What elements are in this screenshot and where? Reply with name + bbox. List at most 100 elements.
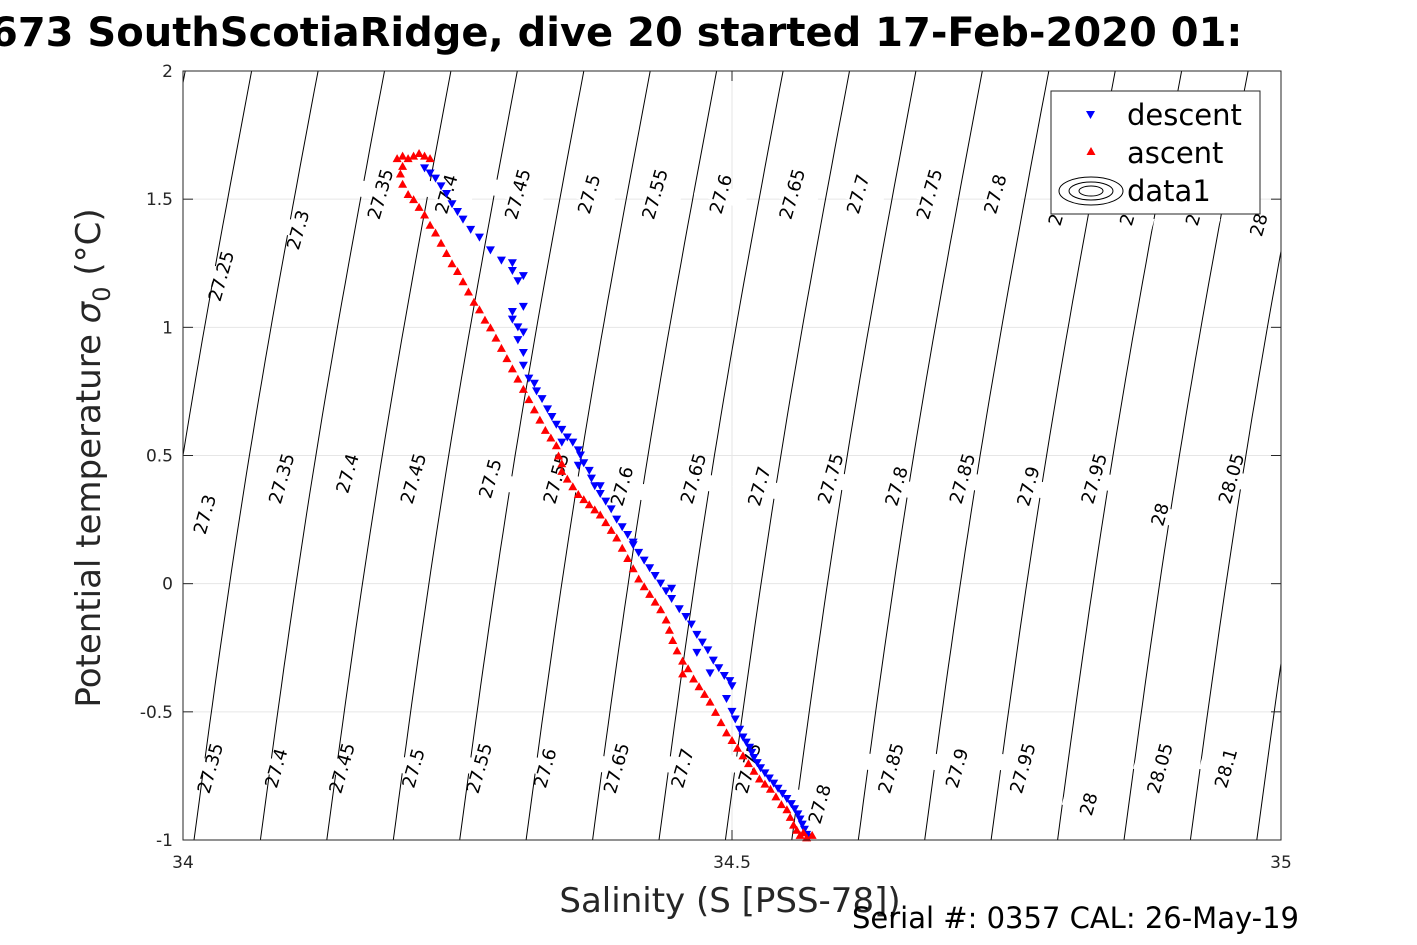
y-tick-label: 0 xyxy=(162,575,173,595)
isopycnal-label-bg xyxy=(765,179,820,209)
descent-marker xyxy=(436,182,446,191)
isopycnal-label: 2 xyxy=(1045,211,1068,228)
descent-marker xyxy=(518,272,528,281)
descent-marker xyxy=(674,605,684,614)
isopycnal-label-bg xyxy=(968,179,1023,209)
ascent-marker xyxy=(785,812,795,821)
ascent-marker xyxy=(656,605,666,614)
ascent-marker xyxy=(678,656,688,665)
ascent-marker xyxy=(395,169,405,178)
isopycnal-label-bg xyxy=(254,463,310,494)
ascent-marker xyxy=(754,774,764,783)
descent-marker xyxy=(697,638,707,647)
ascent-marker xyxy=(771,792,781,801)
descent-marker xyxy=(612,515,622,524)
ascent-marker xyxy=(557,459,567,468)
ascent-marker xyxy=(409,195,419,204)
descent-marker xyxy=(557,438,567,447)
descent-marker xyxy=(634,548,644,557)
isopycnal-label-bg xyxy=(518,753,573,784)
isopycnal-line xyxy=(857,71,983,840)
descent-marker xyxy=(769,779,779,788)
isopycnal-label-bg xyxy=(1204,463,1259,494)
series-ascent xyxy=(392,149,817,842)
descent-marker xyxy=(778,789,788,798)
isopycnal-label-bg xyxy=(1133,499,1188,530)
ascent-marker xyxy=(403,154,413,163)
descent-marker xyxy=(507,266,517,275)
isopycnal-label-bg xyxy=(595,471,650,502)
ascent-marker xyxy=(453,266,462,275)
descent-marker xyxy=(518,348,528,357)
ascent-marker xyxy=(425,220,435,229)
ascent-marker xyxy=(617,543,627,552)
isopycnal-label-bg xyxy=(721,753,776,784)
descent-marker xyxy=(518,328,528,337)
isopycnal-label-bg xyxy=(386,753,441,784)
isopycnal-label-bg xyxy=(831,179,886,209)
descent-marker xyxy=(795,815,805,824)
ascent-marker xyxy=(529,405,539,414)
descent-marker xyxy=(703,646,713,655)
ascent-marker xyxy=(398,179,408,188)
isopycnal-label-bg xyxy=(1061,789,1117,819)
isopycnal-label-bg xyxy=(271,215,326,245)
descent-marker xyxy=(532,387,542,396)
ascent-marker xyxy=(420,210,430,219)
descent-marker xyxy=(650,571,660,580)
legend-data1-contour-icon xyxy=(1058,176,1124,206)
isopycnal-label-bg xyxy=(452,753,507,784)
descent-marker xyxy=(474,233,484,242)
descent-marker xyxy=(738,733,748,742)
isopycnal-line xyxy=(193,71,319,840)
isopycnal-label-bg xyxy=(864,753,919,784)
ascent-marker xyxy=(584,500,594,509)
ascent-marker xyxy=(765,784,775,793)
ascent-marker xyxy=(480,315,490,324)
ascent-marker xyxy=(546,433,556,442)
ascent-marker xyxy=(507,364,517,373)
legend: descent ascent data1 xyxy=(1050,90,1261,215)
descent-marker xyxy=(518,302,528,311)
ascent-marker xyxy=(802,833,812,842)
isopycnal-label-bg xyxy=(490,179,546,209)
ascent-marker xyxy=(760,779,770,788)
ascent-marker xyxy=(727,736,737,745)
isopycnal-line xyxy=(658,71,784,840)
descent-marker xyxy=(568,438,578,447)
descent-marker xyxy=(722,695,732,704)
ascent-marker xyxy=(700,689,710,698)
ascent-marker xyxy=(398,161,408,170)
descent-marker xyxy=(667,584,677,593)
isopycnal-line xyxy=(724,71,850,840)
ascent-marker xyxy=(425,154,435,163)
y-tick-label: 1.5 xyxy=(146,190,173,210)
ascent-marker xyxy=(705,697,715,706)
isopycnal-label-bg xyxy=(732,471,787,502)
descent-marker xyxy=(485,246,495,255)
descent-marker xyxy=(752,759,762,768)
isopycnal-label-bg xyxy=(666,463,721,494)
isopycnal-label-bg xyxy=(353,179,408,209)
descent-marker xyxy=(425,169,435,178)
descent-marker xyxy=(595,489,605,498)
serial-cal-text: Serial #: 0357 CAL: 26-May-19 xyxy=(852,901,1299,935)
descent-marker xyxy=(727,682,737,691)
isopycnal-label-bg xyxy=(1133,753,1188,784)
descent-marker xyxy=(760,769,770,778)
descent-marker xyxy=(562,433,572,442)
isopycnal-label-bg xyxy=(655,753,710,784)
isopycnal-label-bg xyxy=(315,753,370,784)
descent-marker xyxy=(524,374,534,383)
descent-marker xyxy=(719,671,729,680)
isopycnal-label-bg xyxy=(995,753,1051,784)
descent-marker xyxy=(513,277,523,286)
ascent-marker xyxy=(414,149,424,158)
descent-marker xyxy=(628,538,638,547)
ascent-marker xyxy=(513,374,523,383)
x-tick-label: 34.5 xyxy=(713,853,751,873)
ascent-marker xyxy=(436,238,446,247)
descent-marker xyxy=(745,743,755,752)
ascent-marker xyxy=(485,323,495,332)
descent-marker xyxy=(529,379,539,388)
